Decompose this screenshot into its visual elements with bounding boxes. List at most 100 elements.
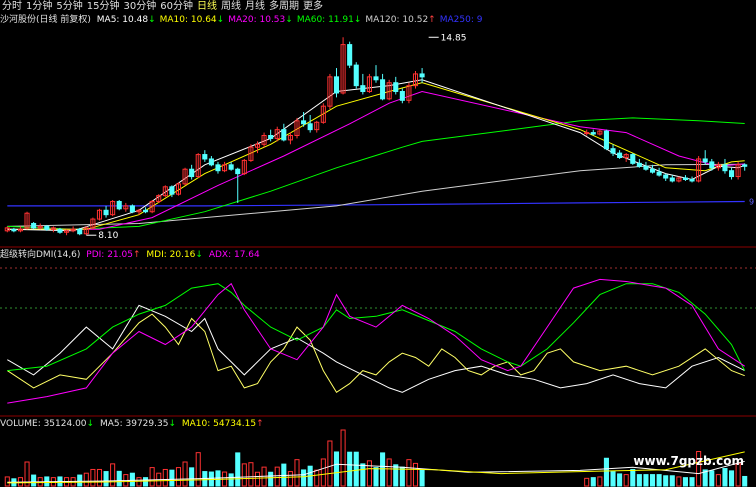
candle-body <box>96 209 103 220</box>
candle-body <box>287 135 293 141</box>
candle-body <box>116 200 122 210</box>
volume-bar <box>406 459 412 487</box>
candle-body <box>301 120 307 125</box>
candle-body <box>50 227 56 230</box>
volume-bar <box>649 474 656 487</box>
candle-body <box>44 225 50 230</box>
candle-body <box>742 164 748 167</box>
candle-body <box>4 227 10 232</box>
watermark: www.7gpzb.com <box>633 454 744 468</box>
ma-arrow-1: ↓ <box>216 15 225 25</box>
volume-bar <box>90 468 96 487</box>
candle-body <box>333 76 340 94</box>
volume-bar <box>636 474 642 487</box>
volume-bar <box>294 459 300 487</box>
candle-body <box>123 205 129 210</box>
candle-body <box>584 132 590 135</box>
tab-4[interactable]: 30分钟 <box>123 1 157 12</box>
mdi-arrow: ↓ <box>195 250 203 260</box>
volume-bar <box>597 476 603 487</box>
candle-body <box>202 154 208 160</box>
volume-ma5-line <box>7 460 745 483</box>
volume-bar <box>254 471 261 487</box>
candle-body <box>709 161 715 169</box>
tab-6[interactable]: 日线 <box>196 1 217 12</box>
tab-10[interactable]: 更多 <box>302 1 323 12</box>
volume-bar <box>412 462 419 487</box>
candle-body <box>636 162 642 167</box>
tab-2[interactable]: 5分钟 <box>56 1 83 12</box>
volume-bar <box>320 458 326 487</box>
ma-legend-item-1: MA10: 10.64↓ <box>159 15 225 25</box>
candle-body <box>156 195 162 202</box>
tab-8[interactable]: 月线 <box>244 1 265 12</box>
tab-9[interactable]: 多周期 <box>268 1 299 12</box>
candle-body <box>235 168 241 175</box>
tab-7[interactable]: 周线 <box>220 1 241 12</box>
volume-bar <box>77 474 83 487</box>
volume-bar <box>189 467 195 487</box>
tab-0[interactable]: 分时 <box>2 1 22 12</box>
period-tabs: 分时 1分钟 5分钟 15分钟 30分钟 60分钟 日线 周线 月线 多周期 更多 <box>0 0 756 13</box>
tab-3[interactable]: 15分钟 <box>86 1 120 12</box>
ma-arrow-3: ↓ <box>353 15 362 25</box>
volume-bar <box>96 468 103 487</box>
volume-bar <box>360 463 366 487</box>
pdi-label: PDI: 21.05 <box>86 250 133 260</box>
candle-body <box>129 205 135 213</box>
volume-bar <box>682 477 688 487</box>
tab-5[interactable]: 60分钟 <box>160 1 193 12</box>
volume-bar <box>31 474 37 487</box>
volume-bar <box>143 477 149 487</box>
candle-body <box>70 228 76 232</box>
volume-bar <box>728 470 735 487</box>
ma-legend-item-0: MA5: 10.48↓ <box>96 15 156 25</box>
volume-bar <box>182 461 188 487</box>
candle-body <box>77 228 83 235</box>
volume-bar <box>136 477 142 487</box>
candle-body <box>735 164 741 178</box>
candle-body <box>663 174 669 179</box>
volume-bar <box>241 463 247 487</box>
volume-bar <box>656 474 662 487</box>
main-header: 沙河股份(日线 前复权) MA5: 10.48↓ MA10: 10.64↓ MA20… <box>0 15 756 26</box>
volume-bar <box>366 460 372 487</box>
candle-body <box>656 171 662 176</box>
candle-body <box>149 200 155 213</box>
volume-ma5: MA5: 39729.35↓ <box>100 419 176 429</box>
candle-body <box>64 230 70 233</box>
volume-bar <box>129 472 135 487</box>
candle-body <box>228 164 234 170</box>
candle-body <box>630 154 636 164</box>
ma-legend-item-2: MA20: 10.53↓ <box>228 15 293 25</box>
candle-body <box>590 132 596 135</box>
volume-arrow: ↓ <box>86 419 95 429</box>
volume-value: VOLUME: 35124.00↓ <box>0 419 94 429</box>
candle-body <box>669 177 675 182</box>
candle-body <box>57 228 63 233</box>
volume-bar <box>169 469 175 487</box>
volume-bar <box>268 471 274 487</box>
volume-bar <box>373 467 379 487</box>
candle-body <box>412 73 419 87</box>
ma-arrow-4: ↑ <box>428 15 436 25</box>
candle-body <box>676 177 682 182</box>
ma-legend-item-4: MA120: 10.52↑ <box>365 15 436 25</box>
ma-arrow-2: ↓ <box>285 15 293 25</box>
candle-body <box>11 228 17 232</box>
candle-body <box>314 121 320 131</box>
tab-1[interactable]: 1分钟 <box>26 1 53 12</box>
adx-value: ADX: 17.64 <box>208 250 260 260</box>
volume-bar <box>340 429 346 487</box>
volume-bar <box>630 468 636 487</box>
volume-bar <box>195 452 201 487</box>
volume-bar <box>162 468 168 487</box>
volume-bar <box>380 452 386 487</box>
candle-body <box>643 165 649 170</box>
candle-body <box>31 222 37 229</box>
candle-body <box>406 85 412 101</box>
volume-bar <box>584 477 590 487</box>
volume-ma5-label: MA5: 39729.35 <box>99 419 169 429</box>
price-annotation-1: 8.10 <box>98 231 118 241</box>
